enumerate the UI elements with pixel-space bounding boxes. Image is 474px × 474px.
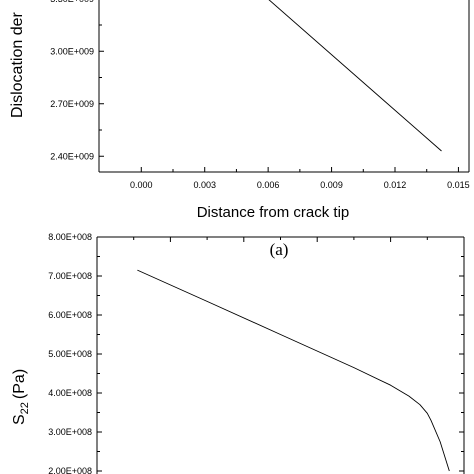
panel-a-series-line xyxy=(268,0,442,152)
panel-a-x-tick-label: 0.006 xyxy=(257,180,280,190)
panel-a-x-tick-label: 0.009 xyxy=(320,180,343,190)
panel-b-series-line xyxy=(137,269,450,472)
panel-b-y-tick-label: 4.00E+008 xyxy=(48,388,92,398)
panel-b-ticks: 2.00E+008 3.00E+008 4.00E+008 5.00E+008 6.00… xyxy=(48,232,465,474)
panel-a-y-axis-title: Dislocation der xyxy=(9,12,26,119)
panel-b-y-axis-subscript: 22 xyxy=(19,402,31,414)
panel-a-y-tick-label: 3.30E+009 xyxy=(50,0,94,4)
panel-b-y-tick-label: 3.00E+008 xyxy=(48,427,92,437)
panel-a: 0.000 0.003 0.006 0.009 0.012 0.015 2.40E+009 2… xyxy=(9,0,470,259)
panel-b-y-tick-label: 2.00E+008 xyxy=(48,466,92,474)
panel-a-x-tick-label: 0.015 xyxy=(447,180,470,190)
panel-a-y-tick-label: 2.40E+009 xyxy=(50,151,94,161)
panel-a-x-axis-title: Distance from crack tip xyxy=(197,204,350,221)
panel-b-y-tick-label: 6.00E+008 xyxy=(48,310,92,320)
panel-b-y-tick-label: 5.00E+008 xyxy=(48,349,92,359)
panel-b-y-axis-unit: (Pa) xyxy=(11,369,28,399)
panel-b-y-tick-label: 7.00E+008 xyxy=(48,271,92,281)
panel-a-x-tick-label: 0.012 xyxy=(384,180,407,190)
panel-a-ticks: 0.000 0.003 0.006 0.009 0.012 0.015 2.40E+009 2… xyxy=(50,0,469,190)
panel-a-y-tick-label: 2.70E+009 xyxy=(50,99,94,109)
panel-b-y-axis-symbol: S xyxy=(11,414,28,425)
panel-b-series xyxy=(137,269,450,472)
panel-b-y-tick-label: 8.00E+008 xyxy=(48,232,92,242)
panel-a-x-tick-label: 0.000 xyxy=(130,180,153,190)
panel-a-caption: (a) xyxy=(270,240,289,259)
panel-a-y-tick-label: 3.00E+009 xyxy=(50,46,94,56)
panel-b: 2.00E+008 3.00E+008 4.00E+008 5.00E+008 6.00… xyxy=(11,232,465,474)
panel-b-y-axis-title: S22 (Pa) xyxy=(11,369,31,425)
panel-a-x-tick-label: 0.003 xyxy=(193,180,216,190)
panel-a-series xyxy=(268,0,442,152)
